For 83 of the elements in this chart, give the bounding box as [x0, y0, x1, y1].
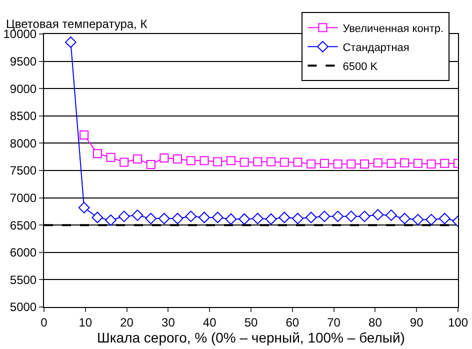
point: [426, 159, 436, 168]
point: [293, 158, 302, 167]
point: [360, 159, 370, 168]
point: [412, 214, 424, 226]
point: [438, 212, 450, 224]
point: [213, 157, 222, 166]
point: [386, 210, 397, 221]
x-tick-label: 40: [202, 315, 217, 330]
point: [305, 212, 317, 224]
point: [226, 156, 236, 166]
y-axis-title: Цветовая температура, К: [6, 17, 148, 31]
x-tick-label: 30: [162, 315, 176, 330]
x-axis-title: Шкала серого, % (0% – черный, 100% – белый): [97, 329, 405, 346]
point: [252, 212, 264, 224]
point: [280, 158, 289, 167]
point: [173, 154, 182, 164]
point: [386, 158, 396, 168]
point: [80, 130, 89, 140]
x-tick-label: 0: [40, 315, 48, 330]
point: [332, 210, 344, 222]
y-tick-label: 6000: [10, 246, 37, 260]
point: [373, 158, 382, 168]
point: [265, 213, 277, 225]
x-tick-label: 70: [327, 315, 341, 330]
x-tick-label: 90: [410, 315, 424, 330]
point: [240, 158, 249, 167]
point: [372, 209, 384, 220]
y-tick-label: 9500: [10, 54, 37, 68]
point: [278, 212, 290, 224]
point: [105, 214, 116, 226]
point: [198, 212, 210, 224]
point: [120, 158, 129, 167]
point: [266, 157, 276, 166]
point: [426, 214, 437, 226]
y-tick-label: 7500: [10, 164, 37, 178]
point: [160, 153, 169, 162]
y-tick-label: 7000: [10, 191, 37, 205]
point: [413, 158, 422, 168]
y-tick-label: 8000: [10, 136, 37, 150]
y-tick-label: 6500: [10, 218, 37, 232]
point: [186, 156, 196, 166]
point: [92, 212, 104, 224]
x-tick-label: 80: [368, 315, 382, 330]
point: [78, 202, 90, 214]
point: [333, 159, 342, 168]
point: [398, 212, 410, 224]
point: [400, 158, 410, 168]
point: [253, 157, 262, 166]
y-tick-label: 8500: [10, 109, 37, 124]
point: [292, 212, 304, 224]
x-tick-label: 50: [244, 315, 258, 330]
point: [92, 149, 102, 158]
legend-label: Стандартная: [342, 42, 410, 54]
legend-label: Увеличенная контр.: [342, 22, 444, 35]
y-tick-label: 5500: [10, 272, 37, 287]
point: [118, 210, 130, 222]
y-tick-label: 5000: [10, 300, 37, 314]
point: [132, 210, 144, 221]
x-tick-label: 20: [120, 315, 134, 330]
point: [346, 159, 356, 168]
point: [145, 212, 157, 224]
x-tick-label: 10: [78, 315, 92, 330]
point: [212, 212, 224, 224]
point: [225, 213, 237, 225]
legend-label: 6500 K: [342, 60, 378, 73]
point: [318, 210, 330, 222]
point: [238, 213, 250, 225]
point: [106, 152, 116, 162]
point: [320, 158, 329, 168]
point: [172, 212, 184, 224]
point: [132, 154, 142, 164]
y-tick-label: 9000: [10, 82, 37, 96]
point: [200, 156, 209, 166]
point: [146, 160, 156, 169]
x-tick-label: 100: [448, 315, 468, 330]
point: [185, 210, 197, 222]
point: [306, 159, 316, 168]
point: [158, 212, 170, 224]
point: [65, 36, 76, 48]
point: [345, 210, 357, 222]
point: [358, 210, 370, 222]
x-tick-label: 60: [286, 315, 300, 330]
point: [440, 158, 450, 168]
